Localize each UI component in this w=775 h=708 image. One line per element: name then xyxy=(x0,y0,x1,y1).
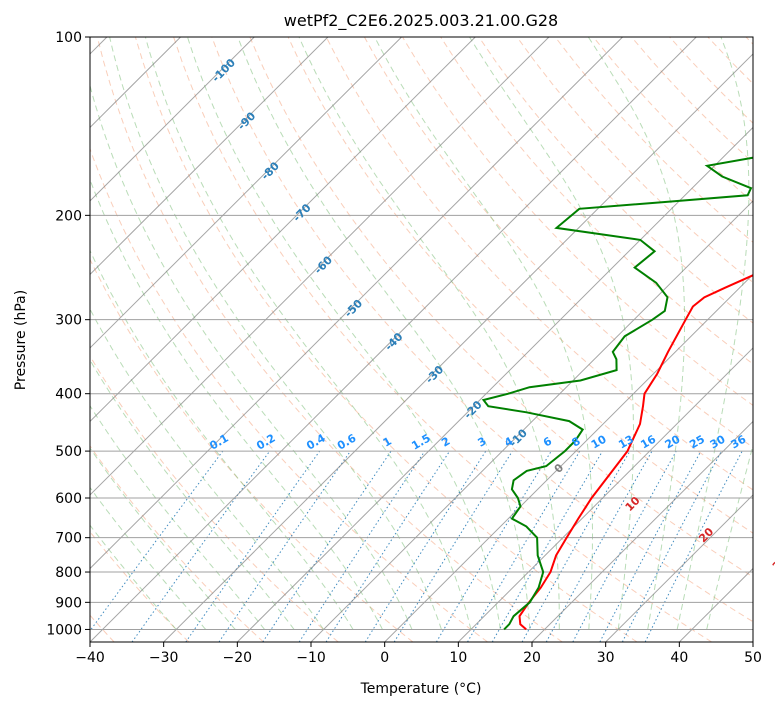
sounding-line xyxy=(481,156,753,631)
plot-frame xyxy=(89,36,754,643)
moist-adiabat xyxy=(90,486,207,630)
mixing-ratio-line xyxy=(262,450,392,642)
moist-adiabat xyxy=(90,359,295,630)
dry-adiabat xyxy=(96,37,563,642)
isotherm xyxy=(90,37,476,423)
moist-adiabat xyxy=(90,249,354,630)
x-tick-label: 10 xyxy=(449,650,467,666)
x-axis-label: Temperature (°C) xyxy=(360,681,482,697)
moist-adiabat xyxy=(706,443,753,630)
isotherm xyxy=(605,494,753,642)
isotherm xyxy=(90,37,255,202)
isotherm xyxy=(531,420,753,642)
mixing-ratio-line xyxy=(218,450,351,642)
moist-adiabat xyxy=(374,37,593,630)
mixing-ratio-line xyxy=(364,450,487,642)
moist-adiabat xyxy=(298,37,560,630)
isotherm xyxy=(90,37,402,349)
y-axis-label: Pressure (hPa) xyxy=(13,290,29,390)
mixing-ratio-line xyxy=(298,450,426,642)
isotherm xyxy=(163,53,753,642)
dry-adiabat xyxy=(211,37,753,623)
moist-adiabat-label: 30 xyxy=(770,553,775,573)
isotherm xyxy=(457,347,753,642)
x-tick-label: 30 xyxy=(597,650,615,666)
y-tick-label: 700 xyxy=(55,531,82,547)
isotherm xyxy=(90,37,329,276)
moist-adiabat xyxy=(587,37,686,630)
x-tick-label: 50 xyxy=(744,650,762,666)
moist-adiabat xyxy=(144,37,472,630)
dry-adiabat xyxy=(173,37,712,642)
y-tick-label: 200 xyxy=(55,208,82,224)
y-tick-label: 900 xyxy=(55,595,82,611)
isotherm xyxy=(236,126,753,642)
x-tick-label: 40 xyxy=(670,650,688,666)
dry-adiabat xyxy=(90,355,339,642)
mixing-ratio-line xyxy=(393,450,513,642)
moist-adiabat xyxy=(676,37,750,630)
isotherm xyxy=(90,37,550,496)
isotherm xyxy=(310,200,753,642)
y-tick-label: 400 xyxy=(55,387,82,403)
dry-adiabat xyxy=(249,37,753,578)
dry-adiabat xyxy=(134,37,638,642)
y-tick-label: 500 xyxy=(55,444,82,460)
y-tick-label: 300 xyxy=(55,313,82,329)
mixing-ratio-line xyxy=(325,450,451,642)
x-axis-ticks: −40 −30 −20 −10 0 10 20 30 40 50 xyxy=(75,642,762,666)
x-tick-label: 0 xyxy=(380,650,389,666)
dry-adiabat xyxy=(516,37,753,284)
x-tick-label: −10 xyxy=(296,650,326,666)
moist-adiabat xyxy=(469,37,634,630)
chart-title: wetPf2_C2E6.2025.003.21.00.G28 xyxy=(284,11,558,31)
x-tick-label: −30 xyxy=(149,650,179,666)
y-tick-label: 100 xyxy=(55,30,82,46)
sounding-series xyxy=(481,156,753,631)
moist-adiabat xyxy=(237,37,531,630)
moist-adiabat xyxy=(109,37,442,630)
mixing-ratio-line xyxy=(185,450,321,642)
isotherm xyxy=(384,273,753,642)
moist-adiabat xyxy=(90,308,325,630)
mixing-ratio-line xyxy=(545,450,653,642)
moist-adiabat xyxy=(90,447,236,630)
mixing-ratio-line xyxy=(90,450,224,632)
moist-adiabat xyxy=(90,83,413,630)
y-tick-label: 1000 xyxy=(46,622,82,638)
dry-adiabat xyxy=(325,37,753,491)
x-tick-label: 20 xyxy=(523,650,541,666)
thermodynamic-background xyxy=(90,37,753,642)
dry-adiabat xyxy=(287,37,753,534)
x-tick-label: −20 xyxy=(223,650,253,666)
mixing-ratio-line xyxy=(644,450,743,642)
dry-adiabat xyxy=(90,258,414,642)
moist-adiabat xyxy=(90,524,177,630)
moist-adiabat xyxy=(90,404,265,630)
mixing-ratio-line xyxy=(131,450,271,642)
x-tick-label: −40 xyxy=(75,650,105,666)
grid-lines xyxy=(90,37,753,642)
sounding-line xyxy=(518,274,753,631)
isotherm xyxy=(90,37,623,570)
mixing-ratio-line xyxy=(572,450,677,642)
moist-adiabat xyxy=(187,37,501,630)
isotherm xyxy=(90,37,697,642)
y-tick-label: 800 xyxy=(55,565,82,581)
mixing-ratio-line xyxy=(521,450,631,642)
y-axis-ticks: 1000 900 800 700 600 500 400 300 200 100 xyxy=(46,30,90,638)
dry-adiabat xyxy=(90,445,264,642)
y-tick-label: 600 xyxy=(55,491,82,507)
